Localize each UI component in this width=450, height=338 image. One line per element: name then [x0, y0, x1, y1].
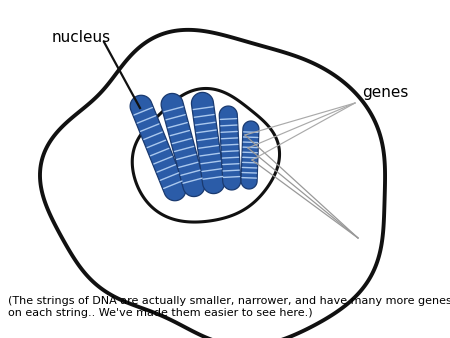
Polygon shape	[132, 89, 279, 222]
Polygon shape	[219, 106, 241, 190]
Polygon shape	[161, 93, 205, 197]
Text: genes: genes	[362, 85, 409, 100]
Polygon shape	[191, 92, 225, 194]
Polygon shape	[241, 121, 259, 189]
Polygon shape	[40, 30, 385, 338]
Text: nucleus: nucleus	[52, 30, 111, 45]
Text: (The strings of DNA are actually smaller, narrower, and have many more genes
on : (The strings of DNA are actually smaller…	[8, 296, 450, 318]
Polygon shape	[130, 95, 186, 201]
